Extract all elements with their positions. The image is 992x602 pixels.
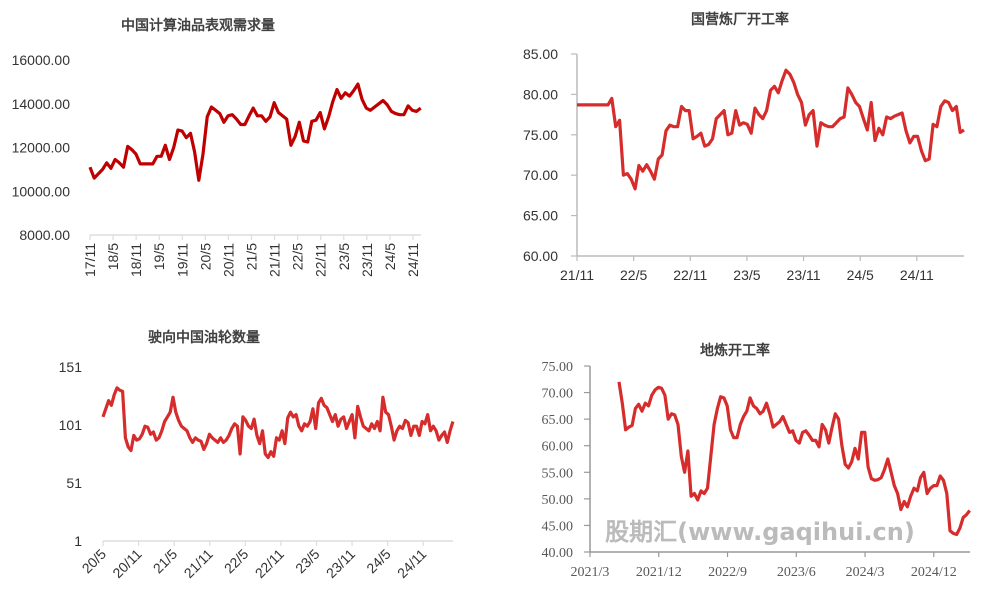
chart-1: 中国计算油品表观需求量 8000.00 10000.00 12000.00 14000.… <box>12 17 422 277</box>
x-tick-label: 20/5 <box>197 243 213 270</box>
y-tick-label: 50.00 <box>542 493 574 508</box>
y-tick-label: 65.00 <box>542 413 574 428</box>
x-tick-label: 18/11 <box>128 243 144 277</box>
chart-title: 驶向中国油轮数量 <box>148 329 260 346</box>
x-tick-label: 2021/12 <box>636 565 682 580</box>
y-tick-label: 151 <box>59 359 83 375</box>
x-tick-label: 23/5 <box>336 243 352 270</box>
x-tick-label: 21/5 <box>243 243 259 270</box>
x-tick-label: 2024/3 <box>846 565 885 580</box>
y-tick-label: 75.00 <box>523 127 558 143</box>
series-line <box>88 82 422 182</box>
series-line <box>577 68 965 191</box>
y-tick-label: 70.00 <box>523 167 558 183</box>
chart-title: 国营炼厂开工率 <box>691 11 789 28</box>
x-tick-label: 2023/6 <box>777 565 816 580</box>
x-tick-label: 24/5 <box>363 546 394 577</box>
x-tick-label: 20/11 <box>220 243 236 277</box>
y-tick-label: 45.00 <box>542 519 574 534</box>
x-tick-label: 19/5 <box>151 243 167 270</box>
x-tick-label: 24/5 <box>382 243 398 270</box>
x-tick-label: 21/11 <box>267 243 283 277</box>
x-tick-label: 22/11 <box>673 267 707 283</box>
y-tick-label: 101 <box>59 417 83 433</box>
x-tick-label: 24/11 <box>405 243 421 277</box>
x-tick-label: 2021/3 <box>571 565 610 580</box>
x-tick-label: 23/11 <box>323 546 359 582</box>
y-tick-label: 51 <box>66 475 82 491</box>
y-tick-label: 60.00 <box>523 248 558 264</box>
y-tick-label: 16000.00 <box>12 52 71 68</box>
y-tick-label: 8000.00 <box>19 227 70 243</box>
x-tick-label: 19/11 <box>174 243 190 277</box>
y-tick-label: 60.00 <box>542 440 574 455</box>
x-tick-label: 23/11 <box>359 243 375 277</box>
y-tick-label: 80.00 <box>523 86 558 102</box>
y-tick-label: 75.00 <box>542 360 574 375</box>
y-tick-label: 55.00 <box>542 466 574 481</box>
series-line <box>101 386 455 460</box>
x-tick-label: 24/11 <box>900 267 934 283</box>
y-tick-label: 65.00 <box>523 208 558 224</box>
chart-4: 地炼开工率 40.00 45.00 50.00 55.00 60.00 65.00 70.00… <box>542 342 971 580</box>
chart-title: 地炼开工率 <box>700 342 770 359</box>
y-tick-label: 12000.00 <box>12 140 71 156</box>
x-tick-label: 23/5 <box>292 546 323 577</box>
x-tick-label: 20/11 <box>109 546 145 582</box>
y-tick-label: 10000.00 <box>12 183 71 199</box>
y-tick-label: 85.00 <box>523 46 558 62</box>
x-tick-label: 22/5 <box>221 546 252 577</box>
chart-2: 国营炼厂开工率 60.00 65.00 70.00 75.00 80.00 85.00 21/… <box>523 11 965 283</box>
x-tick-label: 21/11 <box>181 546 217 582</box>
x-tick-label: 21/5 <box>150 546 181 577</box>
x-tick-label: 17/11 <box>82 243 98 277</box>
x-tick-label: 22/5 <box>620 267 647 283</box>
x-tick-label: 21/11 <box>560 267 594 283</box>
x-tick-label: 24/5 <box>847 267 874 283</box>
x-tick-label: 2024/12 <box>911 565 957 580</box>
x-tick-label: 23/5 <box>733 267 760 283</box>
x-tick-label: 22/11 <box>313 243 329 277</box>
x-tick-label: 22/5 <box>290 243 306 270</box>
y-tick-label: 70.00 <box>542 387 574 402</box>
series-line <box>617 381 971 537</box>
x-tick-label: 23/11 <box>787 267 821 283</box>
x-tick-label: 20/5 <box>79 546 110 577</box>
chart-title: 中国计算油品表观需求量 <box>121 17 275 34</box>
watermark: 股期汇(www.gaqihui.cn) <box>605 518 915 546</box>
x-tick-label: 18/5 <box>105 243 121 270</box>
y-tick-label: 1 <box>74 533 82 549</box>
x-tick-label: 22/11 <box>252 546 288 582</box>
x-tick-label: 24/11 <box>394 546 430 582</box>
y-tick-label: 14000.00 <box>12 96 71 112</box>
x-tick-label: 2022/9 <box>708 565 747 580</box>
y-tick-label: 40.00 <box>542 546 574 561</box>
